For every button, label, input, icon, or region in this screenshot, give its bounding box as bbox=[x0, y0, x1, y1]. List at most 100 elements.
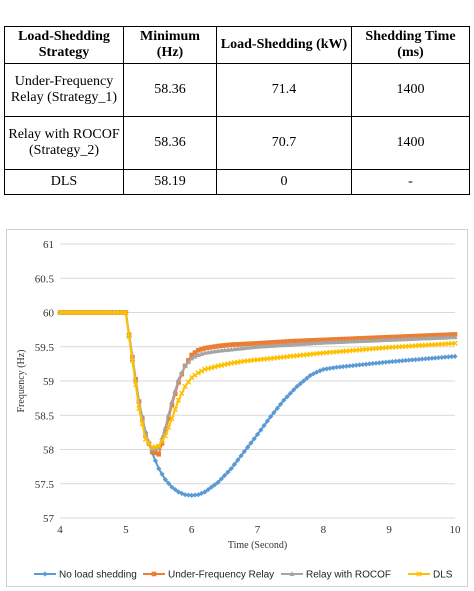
data-point-stroke bbox=[172, 406, 178, 413]
table-row: Under-Frequency Relay (Strategy_1) 58.36… bbox=[4, 63, 470, 117]
legend: No load shedding Under-Frequency Relay Rel… bbox=[34, 570, 453, 581]
data-point bbox=[258, 340, 264, 346]
data-point bbox=[218, 343, 224, 349]
data-point-stroke bbox=[202, 366, 208, 373]
legend-entry: Under-Frequency Relay bbox=[143, 570, 274, 581]
data-point bbox=[172, 486, 178, 493]
data-point bbox=[185, 359, 191, 365]
y-tick-label: 60.5 bbox=[35, 273, 55, 285]
data-point bbox=[268, 340, 273, 345]
y-tick-label: 61 bbox=[43, 239, 54, 251]
data-point bbox=[241, 448, 247, 455]
data-point-stroke bbox=[218, 362, 224, 368]
y-tick-label: 58 bbox=[43, 445, 55, 457]
data-point bbox=[159, 441, 165, 446]
header-shedding-time: Shedding Time (ms) bbox=[351, 26, 470, 64]
cell-shedding: 71.4 bbox=[216, 63, 352, 117]
data-point bbox=[175, 489, 182, 495]
data-point-stroke bbox=[179, 390, 185, 397]
data-point bbox=[268, 414, 274, 420]
data-point bbox=[314, 337, 320, 343]
y-tick-label: 58.5 bbox=[35, 410, 55, 422]
cell-minimum: 58.19 bbox=[123, 169, 217, 195]
data-point-stroke bbox=[139, 421, 145, 427]
data-point bbox=[353, 362, 359, 368]
data-point bbox=[350, 362, 356, 369]
data-point-stroke bbox=[133, 381, 139, 388]
data-point bbox=[271, 339, 277, 345]
data-point bbox=[435, 355, 442, 361]
data-point bbox=[238, 453, 244, 459]
legend-label: Relay with ROCOF bbox=[306, 570, 391, 581]
data-point bbox=[261, 422, 267, 429]
data-point bbox=[152, 458, 159, 464]
legend-label: DLS bbox=[433, 570, 453, 581]
header-minimum: Minimum (Hz) bbox=[123, 26, 217, 64]
data-point-stroke bbox=[159, 438, 165, 444]
data-point-stroke bbox=[198, 368, 205, 374]
data-point bbox=[179, 369, 185, 375]
data-point bbox=[225, 469, 231, 475]
data-point-stroke bbox=[416, 571, 422, 577]
data-point bbox=[278, 339, 283, 345]
data-point bbox=[192, 353, 198, 359]
data-point-stroke bbox=[182, 383, 188, 390]
data-point-stroke bbox=[123, 309, 129, 316]
data-point bbox=[294, 383, 300, 390]
data-point bbox=[156, 466, 162, 472]
data-point bbox=[261, 340, 267, 346]
data-point bbox=[281, 339, 287, 344]
data-point bbox=[199, 346, 204, 352]
legend-entry: No load shedding bbox=[34, 570, 137, 581]
data-point bbox=[212, 482, 218, 488]
data-point bbox=[324, 366, 330, 372]
data-point-stroke bbox=[162, 433, 169, 439]
data-point bbox=[169, 398, 175, 404]
data-point bbox=[304, 375, 310, 381]
header-load-shedding: Load-Shedding (kW) bbox=[216, 26, 352, 64]
data-point bbox=[422, 356, 428, 362]
data-point bbox=[432, 355, 438, 361]
data-point bbox=[356, 362, 363, 368]
data-point bbox=[232, 342, 237, 347]
data-point-stroke bbox=[185, 379, 192, 385]
data-point bbox=[340, 364, 346, 370]
cell-time: 1400 bbox=[351, 116, 470, 170]
data-point bbox=[255, 341, 260, 346]
data-point bbox=[379, 359, 386, 366]
data-point-stroke bbox=[149, 444, 155, 451]
x-tick-label: 5 bbox=[123, 524, 129, 536]
y-tick-label: 57 bbox=[43, 513, 55, 525]
cell-minimum: 58.36 bbox=[123, 116, 217, 170]
x-tick-label: 8 bbox=[321, 524, 327, 536]
x-tick-label: 4 bbox=[57, 524, 63, 536]
data-point-stroke bbox=[205, 365, 211, 372]
data-point bbox=[169, 484, 175, 490]
x-axis-label: Time (Second) bbox=[228, 540, 287, 551]
results-table: Load-Shedding Strategy Minimum (Hz) Load… bbox=[4, 26, 470, 195]
data-point bbox=[403, 357, 409, 364]
data-point-stroke bbox=[208, 364, 215, 371]
data-point bbox=[195, 347, 201, 353]
data-point bbox=[159, 471, 165, 477]
data-point bbox=[412, 357, 419, 363]
data-point bbox=[264, 418, 270, 424]
data-point bbox=[452, 353, 458, 359]
data-point bbox=[231, 461, 238, 467]
data-point bbox=[251, 436, 257, 442]
data-point bbox=[289, 571, 295, 576]
data-point-stroke bbox=[195, 370, 201, 376]
table-row: Relay with ROCOF (Strategy_2) 58.36 70.7… bbox=[4, 116, 470, 170]
data-point-stroke bbox=[152, 444, 159, 450]
data-point-stroke bbox=[221, 361, 228, 368]
series-line bbox=[60, 311, 456, 449]
data-point bbox=[383, 359, 389, 365]
data-point-stroke bbox=[146, 440, 152, 447]
data-point bbox=[221, 472, 228, 479]
data-point bbox=[304, 338, 310, 343]
data-point bbox=[307, 372, 313, 379]
data-point bbox=[393, 358, 399, 364]
data-point bbox=[439, 354, 445, 361]
axes: 57 57.5 58 58.5 59 59.5 60 60.5 61 4 5 6 7 8 9 10 Time (… bbox=[16, 239, 461, 551]
data-point bbox=[333, 364, 340, 370]
